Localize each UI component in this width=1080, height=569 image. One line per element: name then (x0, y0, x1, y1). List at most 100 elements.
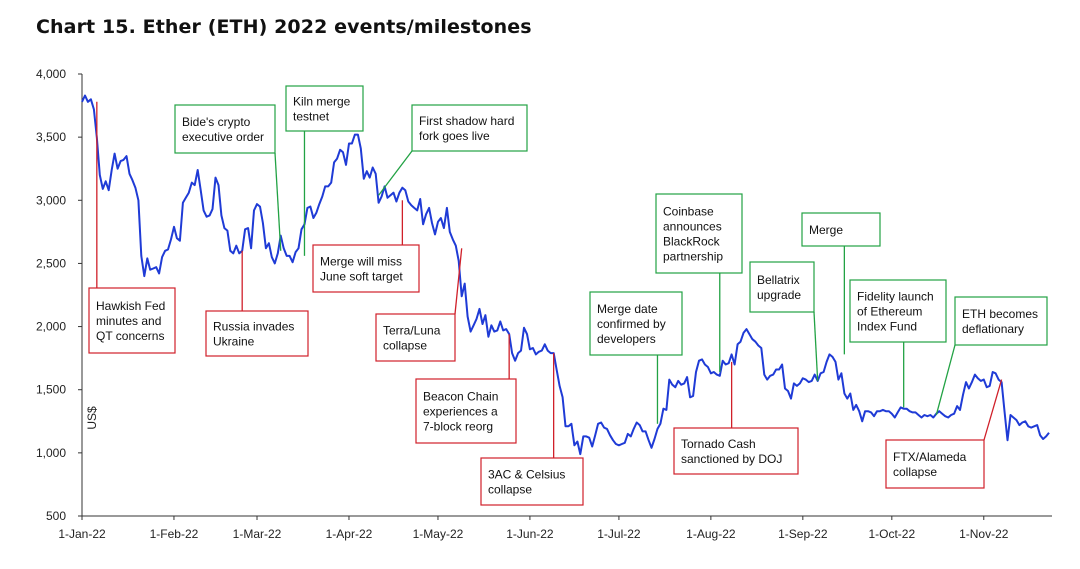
annotation-text: 3AC & Celsius (488, 468, 565, 482)
annotation-text: developers (597, 332, 656, 346)
x-tick-label: 1-Mar-22 (233, 527, 282, 541)
y-tick-label: 500 (46, 509, 66, 523)
annotation-connector (935, 344, 956, 416)
x-tick-label: 1-Feb-22 (150, 527, 199, 541)
chart-title: Chart 15. Ether (ETH) 2022 events/milest… (36, 16, 532, 38)
annotation-box (749, 261, 815, 313)
annotation-text: Tornado Cash (681, 437, 756, 451)
x-tick-label: 1-Sep-22 (778, 527, 828, 541)
annotation-box (849, 279, 947, 343)
annotation-connector (378, 150, 413, 196)
annotation-box (415, 378, 517, 444)
price-line-layer (81, 94, 1050, 456)
annotation-text: sanctioned by DOJ (681, 452, 782, 466)
annotation-text: Hawkish Fed (96, 299, 165, 313)
axes: 500 1,000 1,500 2,000 2,500 3,000 3,500 4,000 1-… (36, 67, 1052, 541)
y-tick-label: 3,500 (36, 130, 66, 144)
annotation-text: Index Fund (857, 320, 917, 334)
annotation-text: Russia invades (213, 320, 294, 334)
annotation-text: partnership (663, 250, 723, 264)
annotation-text: collapse (488, 483, 532, 497)
y-tick-label: 1,500 (36, 383, 66, 397)
annotation-text: minutes and (96, 314, 161, 328)
annotation-box (673, 427, 799, 475)
annotation-text: collapse (383, 339, 427, 353)
annotation-box (375, 313, 456, 362)
annotation-box (589, 291, 683, 356)
annotation-box (480, 457, 584, 506)
annotation-box (205, 310, 309, 357)
annotation-text: Merge date (597, 302, 658, 316)
annotation-text: fork goes live (419, 129, 490, 143)
y-tick-label: 2,500 (36, 256, 66, 270)
annotation-text: Bide's crypto (182, 115, 251, 129)
annotation-text: Merge (809, 223, 843, 237)
annotation-text: Fidelity launch (857, 290, 934, 304)
y-axis-label: US$ (85, 406, 99, 430)
x-tick-label: 1-Nov-22 (959, 527, 1009, 541)
x-tick-label: 1-Jan-22 (58, 527, 106, 541)
y-tick-label: 1,000 (36, 446, 66, 460)
annotation-text: experiences a (423, 405, 498, 419)
eth-price-line (81, 94, 1050, 456)
annotation-box (954, 296, 1048, 346)
annotation-text: Bellatrix (757, 273, 800, 287)
annotation-text: confirmed by (597, 317, 666, 331)
annotation-box (411, 104, 528, 152)
annotation-connector (454, 248, 463, 315)
annotation-box (88, 287, 176, 354)
annotation-text: BlackRock (663, 235, 721, 249)
x-tick-label: 1-Apr-22 (326, 527, 373, 541)
x-tick-label: 1-Aug-22 (686, 527, 736, 541)
y-tick-label: 3,000 (36, 193, 66, 207)
annotation-connector (813, 311, 819, 381)
x-tick-label: 1-Oct-22 (868, 527, 915, 541)
annotation-text: collapse (893, 465, 937, 479)
annotation-box (885, 439, 985, 489)
annotation-box (174, 104, 276, 154)
annotation-text: June soft target (320, 270, 403, 284)
annotation-text: Coinbase (663, 205, 714, 219)
annotation-connector (983, 379, 1003, 441)
annotation-text: 7-block reorg (423, 420, 493, 434)
annotation-text: of Ethereum (857, 305, 922, 319)
y-tick-label: 2,000 (36, 320, 66, 334)
x-tick-label: 1-Jul-22 (597, 527, 641, 541)
annotation-text: Ukraine (213, 335, 255, 349)
annotation-text: First shadow hard (419, 114, 514, 128)
annotation-box (312, 244, 420, 293)
annotation-text: deflationary (962, 322, 1024, 336)
annotation-text: FTX/Alameda (893, 450, 967, 464)
annotation-text: executive order (182, 130, 264, 144)
annotation-text: upgrade (757, 288, 801, 302)
annotation-text: QT concerns (96, 329, 164, 343)
x-tick-label: 1-May-22 (413, 527, 464, 541)
y-tick-label: 4,000 (36, 67, 66, 81)
annotation-text: Terra/Luna (383, 324, 441, 338)
annotation-box (285, 85, 364, 132)
annotation-connector (274, 152, 282, 251)
annotation-text: announces (663, 220, 722, 234)
annotation-box (801, 212, 881, 247)
annotation-text: Merge will miss (320, 255, 402, 269)
x-tick-label: 1-Jun-22 (506, 527, 554, 541)
annotation-text: ETH becomes (962, 307, 1038, 321)
